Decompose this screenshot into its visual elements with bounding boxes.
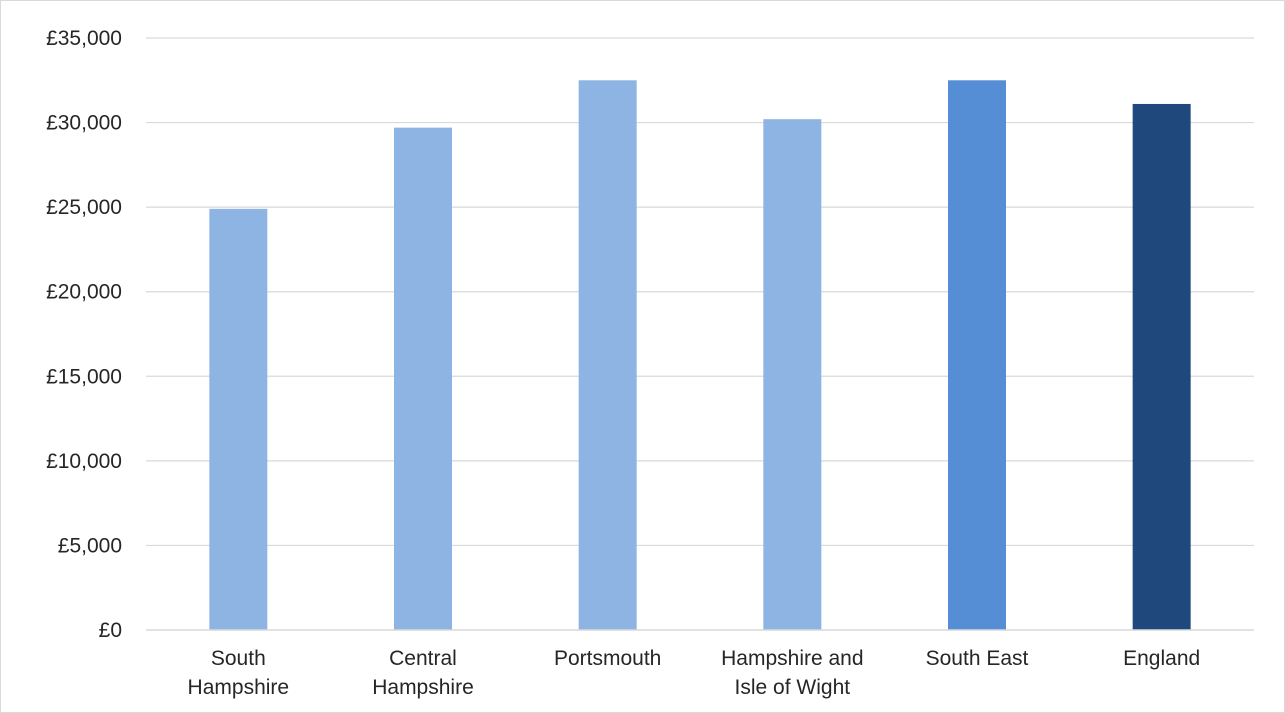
x-category-label: South East	[926, 647, 1029, 670]
x-category-label: Portsmouth	[554, 647, 661, 670]
x-category-label-line: Isle of Wight	[735, 676, 851, 699]
y-tick-label: £5,000	[58, 534, 122, 557]
bar	[1133, 104, 1191, 630]
x-axis-category-labels: South Hampshire Central Hampshire Portsmouth…	[188, 647, 1201, 699]
bar	[394, 128, 452, 630]
x-category-label-line: South East	[926, 647, 1029, 670]
x-category-label: Central Hampshire	[372, 647, 474, 699]
bar	[579, 80, 637, 630]
y-tick-label: £30,000	[46, 112, 122, 135]
bar	[948, 80, 1006, 630]
y-tick-label: £20,000	[46, 281, 122, 304]
x-category-label-line: England	[1123, 647, 1200, 670]
x-category-label-line: South	[211, 647, 266, 670]
bars	[209, 80, 1190, 630]
x-category-label-line: Hampshire	[372, 676, 474, 699]
y-tick-label: £35,000	[46, 27, 122, 50]
gridlines	[146, 38, 1254, 545]
x-category-label: England	[1123, 647, 1200, 670]
y-tick-label: £0	[99, 619, 122, 642]
y-tick-label: £15,000	[46, 365, 122, 388]
x-category-label-line: Hampshire	[188, 676, 290, 699]
x-category-label: Hampshire and Isle of Wight	[721, 647, 863, 699]
x-category-label-line: Portsmouth	[554, 647, 661, 670]
x-category-label-line: Hampshire and	[721, 647, 863, 670]
x-category-label: South Hampshire	[188, 647, 290, 699]
x-category-label-line: Central	[389, 647, 457, 670]
bar	[763, 119, 821, 630]
y-tick-label: £25,000	[46, 196, 122, 219]
y-tick-label: £10,000	[46, 450, 122, 473]
y-axis-tick-labels: £0 £5,000 £10,000 £15,000 £20,000 £25,000 £30,…	[46, 27, 122, 642]
bar	[209, 209, 267, 630]
